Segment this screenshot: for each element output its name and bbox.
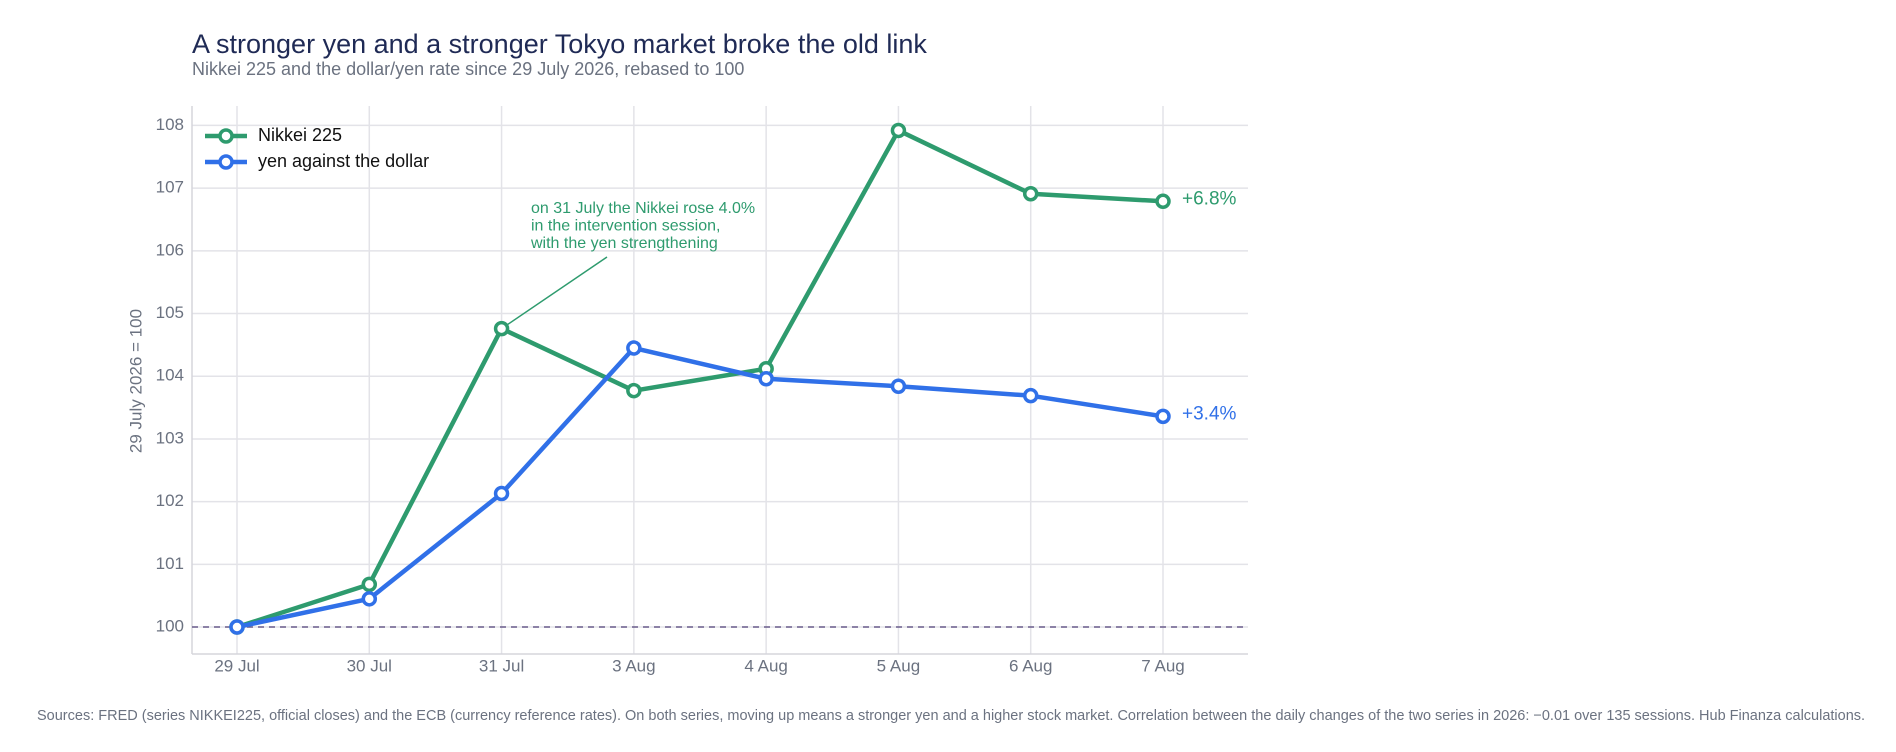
point <box>1155 193 1171 210</box>
legend-label: yen against the dollar <box>258 151 429 171</box>
point <box>1022 186 1039 202</box>
x-tick-label: 7 Aug <box>1141 656 1185 675</box>
legend-marker <box>218 154 234 170</box>
annotation-text: on 31 July the Nikkei rose 4.0% <box>531 200 755 217</box>
chart-title: A stronger yen and a stronger Tokyo mark… <box>192 29 927 59</box>
annotation-text: with the yen strengthening <box>530 235 718 252</box>
y-tick-label: 103 <box>156 428 184 447</box>
annotation-text: in the intervention session, <box>531 218 720 235</box>
x-tick-label: 30 Jul <box>347 656 392 675</box>
end-label: +3.4% <box>1182 403 1237 424</box>
x-tick-label: 6 Aug <box>1009 656 1053 675</box>
y-tick-label: 104 <box>156 366 184 385</box>
point <box>626 340 642 356</box>
series-line <box>236 128 1164 630</box>
y-tick-label: 106 <box>156 240 184 259</box>
y-tick-label: 100 <box>156 617 184 636</box>
point <box>361 576 378 593</box>
point <box>758 370 774 387</box>
point <box>361 591 378 607</box>
annotation-line <box>501 256 608 330</box>
end-label: +6.8% <box>1182 188 1237 209</box>
x-tick-label: 5 Aug <box>877 656 921 675</box>
y-axis-label: 29 July 2026 = 100 <box>126 309 145 453</box>
point <box>493 320 510 337</box>
series-line <box>236 345 1164 630</box>
y-tick-label: 102 <box>156 491 184 510</box>
point <box>1155 408 1171 425</box>
footer: Sources: FRED (series NIKKEI225, officia… <box>37 708 1865 724</box>
x-tick-label: 29 Jul <box>214 656 259 675</box>
x-tick-label: 31 Jul <box>479 656 524 675</box>
point <box>890 122 907 139</box>
point <box>890 378 907 395</box>
y-tick-label: 105 <box>156 303 184 322</box>
point <box>1022 387 1039 404</box>
x-tick-label: 4 Aug <box>744 656 788 675</box>
y-tick-label: 101 <box>156 554 184 573</box>
legend-marker <box>218 128 234 144</box>
point <box>229 619 245 635</box>
point <box>493 485 510 502</box>
y-tick-label: 107 <box>156 178 184 197</box>
y-tick-label: 108 <box>156 115 184 134</box>
legend-label: Nikkei 225 <box>258 125 342 145</box>
chart-subtitle: Nikkei 225 and the dollar/yen rate since… <box>192 59 744 79</box>
x-tick-label: 3 Aug <box>612 656 656 675</box>
point <box>626 382 642 399</box>
